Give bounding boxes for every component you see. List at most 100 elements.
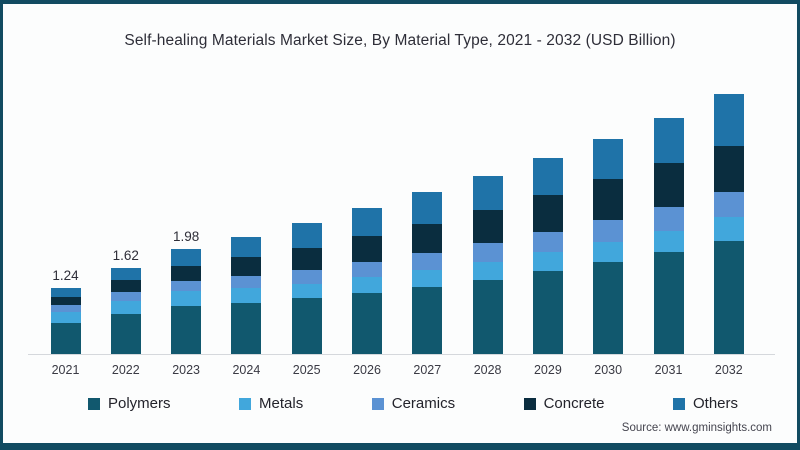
x-axis-label-2027: 2027 (413, 363, 442, 377)
x-axis-label-2023: 2023 (172, 363, 200, 377)
bar-2027 (412, 192, 443, 354)
legend-swatch-concrete (523, 397, 536, 410)
legend-item-concrete: Concrete (523, 395, 605, 412)
legend-item-ceramics: Ceramics (371, 395, 456, 412)
bar-segment-2027-concrete (412, 224, 443, 254)
bar-segment-2027-others (412, 192, 443, 225)
x-axis-label-2026: 2026 (353, 363, 381, 377)
legend-item-others: Others (672, 395, 738, 412)
x-axis-label-2021: 2021 (51, 363, 80, 377)
bar-segment-2026-ceramics (352, 261, 382, 278)
bar-2022 (110, 268, 141, 354)
bar-segment-2022-others (110, 268, 141, 281)
bar-segment-2024-ceramics (231, 275, 262, 288)
bar-segment-2028-ceramics (472, 243, 503, 262)
bar-segment-2022-concrete (110, 280, 141, 292)
bar-segment-2029-others (532, 157, 563, 196)
x-axis-label-2029: 2029 (533, 363, 562, 377)
bar-segment-2025-concrete (291, 247, 322, 270)
bar-segment-2025-metals (291, 283, 322, 299)
bar-segment-2023-metals (171, 291, 202, 307)
legend-swatch-others (672, 397, 685, 410)
legend-label-ceramics: Ceramics (391, 395, 456, 412)
legend-swatch-metals (239, 397, 252, 410)
legend-item-metals: Metals (239, 395, 303, 412)
bar-segment-2027-ceramics (412, 253, 443, 271)
bar-segment-2030-metals (593, 242, 624, 263)
x-axis-label-2024: 2024 (232, 363, 261, 377)
bar-segment-2031-concrete (653, 162, 684, 208)
bar-segment-2028-others (472, 176, 503, 211)
bar-segment-2029-metals (532, 252, 563, 272)
bar-segment-2021-ceramics (50, 304, 81, 312)
x-axis-label-2022: 2022 (111, 363, 140, 377)
bar-segment-2026-others (352, 208, 382, 237)
legend-label-metals: Metals (259, 395, 304, 412)
bar-value-label-2023: 1.98 (172, 229, 200, 245)
bar-segment-2025-ceramics (291, 269, 322, 284)
bar-segment-2027-polymers (412, 287, 443, 354)
bar-2029 (532, 157, 563, 354)
bar-segment-2026-concrete (352, 236, 382, 262)
bar-2026 (352, 208, 382, 354)
legend: Polymers Metals Ceramics Concrete Others (88, 395, 738, 412)
chart-title: Self-healing Materials Market Size, By M… (124, 32, 676, 49)
legend-swatch-polymers (88, 397, 100, 410)
bar-segment-2024-concrete (231, 257, 262, 276)
bar-segment-2026-polymers (352, 293, 382, 354)
bar-segment-2025-others (291, 223, 322, 248)
bar-segment-2030-others (593, 139, 624, 180)
bar-segment-2024-others (231, 237, 262, 258)
bar-segment-2029-polymers (532, 271, 563, 354)
bar-segment-2022-metals (110, 301, 141, 315)
bar-value-label-2022: 1.62 (112, 248, 139, 264)
source-attribution: Source: www.gminsights.com (621, 422, 772, 434)
bar-segment-2031-metals (653, 230, 684, 253)
legend-label-polymers: Polymers (108, 395, 171, 412)
bar-segment-2024-polymers (231, 302, 262, 354)
bar-2031 (653, 118, 684, 354)
bar-segment-2029-ceramics (532, 232, 563, 253)
bar-segment-2027-metals (412, 270, 443, 288)
bar-2028 (472, 176, 503, 354)
bar-segment-2032-ceramics (713, 191, 744, 218)
legend-label-concrete: Concrete (543, 395, 605, 412)
legend-item-polymers: Polymers (88, 395, 171, 412)
bar-2030 (593, 139, 624, 354)
legend-swatch-ceramics (371, 397, 384, 410)
x-axis-label-2028: 2028 (473, 363, 502, 377)
x-axis-label-2030: 2030 (594, 363, 623, 377)
x-axis-label-2032: 2032 (714, 363, 743, 377)
bar-segment-2023-ceramics (171, 280, 202, 292)
bar-2024 (231, 237, 262, 354)
bar-segment-2030-concrete (593, 179, 624, 221)
bar-segment-2031-others (653, 118, 684, 163)
bar-segment-2028-concrete (472, 210, 503, 244)
bar-segment-2031-polymers (653, 252, 684, 354)
bar-segment-2021-metals (50, 311, 81, 323)
bar-value-label-2021: 1.24 (52, 268, 79, 284)
bar-segment-2028-metals (472, 261, 503, 280)
bar-segment-2023-concrete (171, 266, 202, 281)
bar-segment-2022-polymers (110, 314, 141, 354)
bar-segment-2026-metals (352, 277, 382, 294)
legend-label-others: Others (692, 395, 738, 412)
bar-segment-2032-others (713, 94, 744, 147)
bar-segment-2029-concrete (532, 195, 563, 233)
bar-segment-2032-metals (713, 217, 744, 242)
bar-2025 (291, 223, 322, 354)
bar-2023 (171, 249, 202, 354)
bar-segment-2021-concrete (50, 296, 81, 305)
bar-segment-2032-concrete (713, 146, 744, 192)
bar-segment-2022-ceramics (110, 292, 141, 301)
x-axis-label-2031: 2031 (654, 363, 683, 377)
bar-segment-2021-polymers (50, 322, 81, 354)
bar-segment-2030-polymers (593, 262, 624, 354)
bar-segment-2028-polymers (472, 279, 503, 354)
bar-2032 (713, 94, 744, 354)
bar-segment-2031-ceramics (653, 207, 684, 231)
bar-segment-2024-metals (231, 287, 262, 303)
bar-segment-2023-others (171, 249, 202, 267)
